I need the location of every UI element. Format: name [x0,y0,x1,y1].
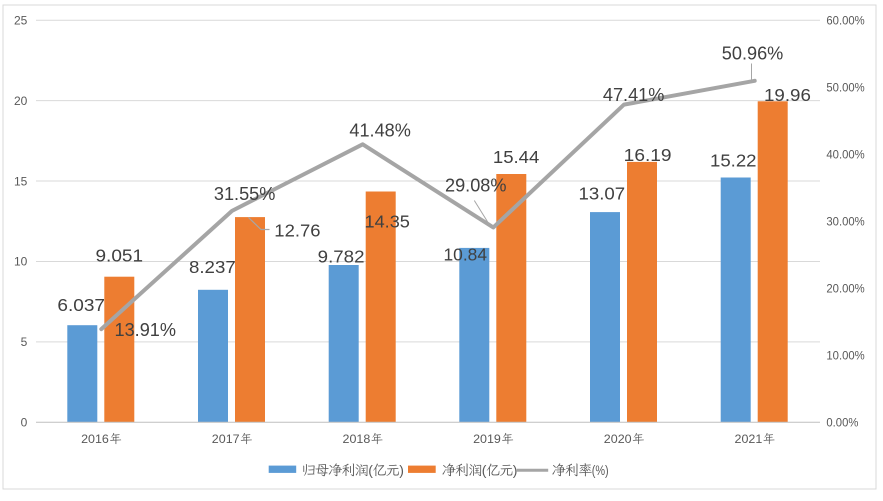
svg-text:16.19: 16.19 [624,145,672,165]
svg-text:31.55%: 31.55% [214,184,276,204]
svg-text:2018: 2018 [343,432,371,446]
svg-text:15.44: 15.44 [493,147,540,167]
svg-text:2016: 2016 [81,432,109,446]
svg-text:(: ( [482,462,487,478]
svg-text:50.96%: 50.96% [722,44,784,64]
svg-text:10.84: 10.84 [444,245,488,265]
svg-text:(: ( [368,462,373,478]
svg-text:40.00%: 40.00% [826,148,865,162]
svg-text:10: 10 [14,255,28,269]
svg-text:50.00%: 50.00% [826,80,865,94]
svg-text:8.237: 8.237 [189,257,236,277]
svg-text:60.00%: 60.00% [826,13,865,27]
svg-text:12.76: 12.76 [274,221,320,241]
svg-text:13.07: 13.07 [579,184,626,204]
svg-text:19.96: 19.96 [764,85,811,105]
svg-text:0.00%: 0.00% [826,416,858,430]
svg-text:10.00%: 10.00% [826,349,865,363]
svg-text:5: 5 [21,335,28,349]
svg-text:9.051: 9.051 [96,246,144,266]
svg-text:15: 15 [14,174,28,188]
svg-text:2020: 2020 [604,432,632,446]
svg-text:29.08%: 29.08% [445,176,507,196]
svg-text:): ) [399,462,404,478]
svg-text:47.41%: 47.41% [603,85,665,105]
svg-text:2017: 2017 [212,432,240,446]
svg-text:6.037: 6.037 [57,295,105,315]
svg-text:2021: 2021 [735,432,763,446]
svg-text:20.00%: 20.00% [826,282,865,296]
svg-text:0: 0 [21,416,28,430]
svg-text:13.91%: 13.91% [115,320,177,340]
svg-text:41.48%: 41.48% [349,121,411,141]
svg-text:): ) [513,462,518,478]
svg-text:9.782: 9.782 [318,246,365,266]
svg-text:15.22: 15.22 [710,151,757,171]
svg-text:2019: 2019 [473,432,501,446]
svg-text:25: 25 [14,14,28,28]
svg-text:14.35: 14.35 [365,211,410,231]
svg-text:(%): (%) [592,462,609,478]
svg-text:30.00%: 30.00% [826,215,865,229]
svg-text:20: 20 [14,94,28,108]
